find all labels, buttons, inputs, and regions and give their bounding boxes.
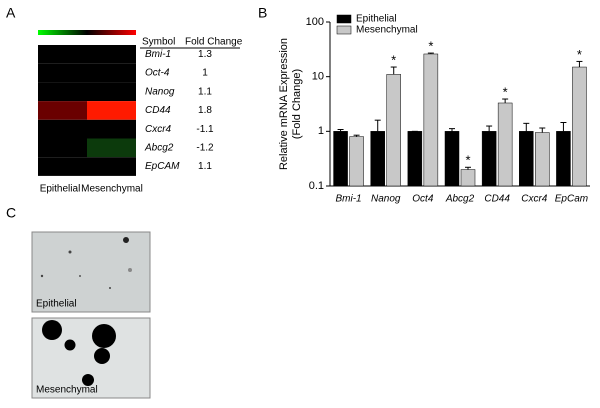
fold-change: -1.2 bbox=[196, 142, 214, 153]
heatmap-cell bbox=[87, 64, 136, 83]
y-axis-label: (Fold Change) bbox=[291, 69, 303, 139]
bar bbox=[572, 67, 586, 186]
color-scale bbox=[38, 30, 136, 35]
panel-label: A bbox=[6, 5, 16, 21]
heatmap-cell bbox=[38, 101, 87, 120]
significance-marker: * bbox=[428, 39, 433, 54]
heatmap-cell bbox=[87, 139, 136, 158]
heatmap-cell bbox=[87, 120, 136, 139]
gene-symbol: Oct-4 bbox=[145, 68, 170, 79]
heatmap-cell bbox=[87, 82, 136, 101]
bar bbox=[482, 131, 496, 186]
gene-symbol: EpCAM bbox=[145, 161, 180, 172]
bar bbox=[498, 103, 512, 186]
legend-swatch bbox=[337, 26, 351, 34]
bar bbox=[519, 131, 533, 186]
y-tick-label: 10 bbox=[312, 71, 324, 83]
bar bbox=[350, 137, 364, 186]
y-tick-label: 100 bbox=[306, 16, 324, 28]
bar bbox=[334, 131, 348, 186]
y-tick-label: 1 bbox=[318, 125, 324, 137]
bar bbox=[424, 54, 438, 186]
bar bbox=[445, 131, 459, 186]
fold-change: 1.8 bbox=[198, 105, 212, 116]
significance-marker: * bbox=[577, 47, 582, 62]
heatmap-cell bbox=[38, 45, 87, 64]
gene-symbol: Bmi-1 bbox=[145, 49, 171, 60]
significance-marker: * bbox=[503, 84, 508, 99]
column-label: Mesenchymal bbox=[81, 184, 143, 195]
fold-change: 1 bbox=[202, 68, 208, 79]
y-axis-label: Relative mRNA Expression bbox=[278, 38, 290, 170]
fold-change: 1.3 bbox=[198, 49, 212, 60]
panel-label: B bbox=[258, 5, 267, 21]
fold-change: -1.1 bbox=[196, 124, 214, 135]
heatmap-cell bbox=[38, 82, 87, 101]
heatmap-cell bbox=[38, 157, 87, 176]
heatmap-cell bbox=[87, 45, 136, 64]
bar bbox=[556, 131, 570, 186]
x-tick-label: CD44 bbox=[484, 194, 510, 205]
y-tick-label: 0.1 bbox=[309, 180, 324, 192]
image-label: Mesenchymal bbox=[36, 385, 98, 396]
image-label: Epithelial bbox=[36, 299, 77, 310]
gene-symbol: CD44 bbox=[145, 105, 171, 116]
x-tick-label: EpCam bbox=[555, 194, 588, 205]
table-header: Fold Change bbox=[185, 37, 243, 48]
heatmap-cell bbox=[87, 101, 136, 120]
x-tick-label: Abcg2 bbox=[445, 194, 475, 205]
significance-marker: * bbox=[391, 52, 396, 67]
gene-symbol: Nanog bbox=[145, 86, 175, 97]
x-tick-label: Nanog bbox=[371, 194, 401, 205]
heatmap-cell bbox=[87, 157, 136, 176]
x-tick-label: Bmi-1 bbox=[336, 194, 362, 205]
bar bbox=[387, 74, 401, 186]
fold-change: 1.1 bbox=[198, 161, 212, 172]
heatmap-cell bbox=[38, 120, 87, 139]
panel-label: C bbox=[6, 205, 16, 221]
heatmap-cell bbox=[38, 139, 87, 158]
bar bbox=[371, 131, 385, 186]
legend-swatch bbox=[337, 15, 351, 23]
fold-change: 1.1 bbox=[198, 86, 212, 97]
bar bbox=[408, 131, 422, 186]
table-header: Symbol bbox=[142, 37, 175, 48]
gene-symbol: Abcg2 bbox=[144, 142, 174, 153]
bar bbox=[535, 133, 549, 186]
x-tick-label: Cxcr4 bbox=[521, 194, 548, 205]
legend-label: Mesenchymal bbox=[356, 25, 418, 36]
significance-marker: * bbox=[465, 153, 470, 168]
bar bbox=[461, 170, 475, 186]
column-label: Epithelial bbox=[40, 184, 81, 195]
gene-symbol: Cxcr4 bbox=[145, 124, 172, 135]
heatmap-cell bbox=[38, 64, 87, 83]
x-tick-label: Oct4 bbox=[412, 194, 434, 205]
legend-label: Epithelial bbox=[356, 14, 397, 25]
